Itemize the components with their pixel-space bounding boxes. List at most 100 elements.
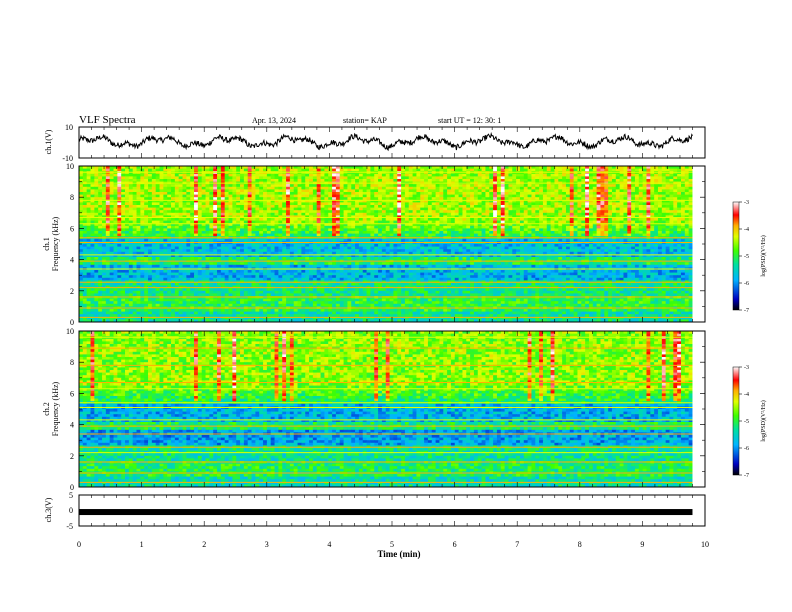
spectrogram-cell [316,197,322,201]
spectrogram-cell [332,202,337,206]
spectrogram-cell [684,176,690,180]
spectrogram-cell [493,207,498,211]
spectrogram-cell [535,186,540,190]
spectrogram-cell [397,192,402,196]
spectrogram-cell [615,171,621,175]
spectrogram-cell [542,168,548,172]
spectrogram-cell [646,189,651,193]
spectrogram-cell [240,176,245,180]
spectrogram-cell [638,194,644,198]
spectrogram-cell [240,184,245,188]
spectrogram-cell [366,184,371,188]
spectrogram-cell [615,168,621,172]
spectrogram-cell [132,176,138,180]
spectrogram-cell [102,207,107,211]
spectrogram-cell [263,207,268,211]
spectrogram-cell [562,207,567,211]
spectrogram-cell [512,186,517,190]
spectrogram-cell [420,173,425,177]
spectrogram-cell [650,199,655,203]
spectrogram-cell [305,194,310,198]
spectrogram-cell [569,194,575,198]
spectrogram-cell [657,166,663,170]
spectrogram-cell [531,184,536,188]
spectrogram-cell [140,207,145,211]
spectrogram-cell [531,179,536,183]
spectrogram-cell [343,173,348,177]
spectrogram-cell [163,189,168,193]
spectrogram-cell [151,176,157,180]
spectrogram-cell [550,184,555,188]
spectrogram-cell [194,192,199,196]
spectrogram-cell [573,168,578,172]
spectrogram-cell [148,199,153,203]
spectrogram-cell [82,184,88,188]
spectrogram-cell [393,179,398,183]
spectrogram-cell [232,197,237,201]
spectrogram-cell [381,207,387,211]
spectrogram-cell [293,189,299,193]
spectrogram-cell [416,171,421,175]
spectrogram-cell [335,184,341,188]
spectrogram-cell [665,205,670,209]
spectrogram-cell [531,197,536,201]
spectrogram-cell [661,194,667,198]
spectrogram-cell [443,194,448,198]
spectrogram-cell [263,179,268,183]
spectrogram-cell [121,173,126,177]
spectrogram-cell [585,166,590,170]
spectrogram-cell [174,176,180,180]
spectrogram-cell [266,168,272,172]
spectrogram-cell [109,197,114,201]
spectrogram-cell [293,192,299,196]
spectrogram-cell [569,168,575,172]
spectrogram-cell [420,166,425,170]
spectrogram-cell [688,205,693,209]
spectrogram-cell [669,207,674,211]
spectrogram-cell [109,179,114,183]
spectrogram-cell [117,176,122,180]
spectrogram-cell [335,207,341,211]
spectrogram-cell [404,205,410,209]
spectrogram-cell [270,168,276,172]
spectrogram-cell [558,186,563,190]
spectrogram-cell [473,194,479,198]
spectrogram-cell [190,179,195,183]
spectrogram-cell [171,194,176,198]
spectrogram-cell [554,207,559,211]
spectrogram-cell [339,173,345,177]
spectrogram-cell [435,173,440,177]
spectrogram-cell [611,189,617,193]
spectrogram-cell [232,176,237,180]
spectrogram-cell [309,184,314,188]
spectrogram-cell [155,179,161,183]
spectrogram-cell [596,197,601,201]
spectrogram-cell [136,205,141,209]
spectrogram-cell [680,205,686,209]
spectrogram-cell [259,171,264,175]
spectrogram-cell [531,207,536,211]
spectrogram-cell [232,173,237,177]
spectrogram-cell [385,197,391,201]
spectrogram-cell [439,192,444,196]
spectrogram-cell [500,179,506,183]
spectrogram-cell [98,168,103,172]
spectrogram-cell [424,189,429,193]
spectrogram-cell [282,173,287,177]
spectrogram-cell [86,189,91,193]
spectrogram-cell [489,199,494,203]
spectrogram-cell [201,168,207,172]
spectrogram-cell [523,166,529,170]
spectrogram-cell [535,179,540,183]
spectrogram-cell [462,186,467,190]
spectrogram-cell [125,194,130,198]
spectrogram-cell [140,199,145,203]
spectrogram-cell [370,173,375,177]
spectrogram-cell [213,202,218,206]
spectrogram-cell [109,166,114,170]
spectrogram-cell [117,166,122,170]
spectrogram-cell [458,194,463,198]
spectrogram-cell [669,194,674,198]
spectrogram-cell [680,194,686,198]
spectrogram-cell [105,207,111,211]
